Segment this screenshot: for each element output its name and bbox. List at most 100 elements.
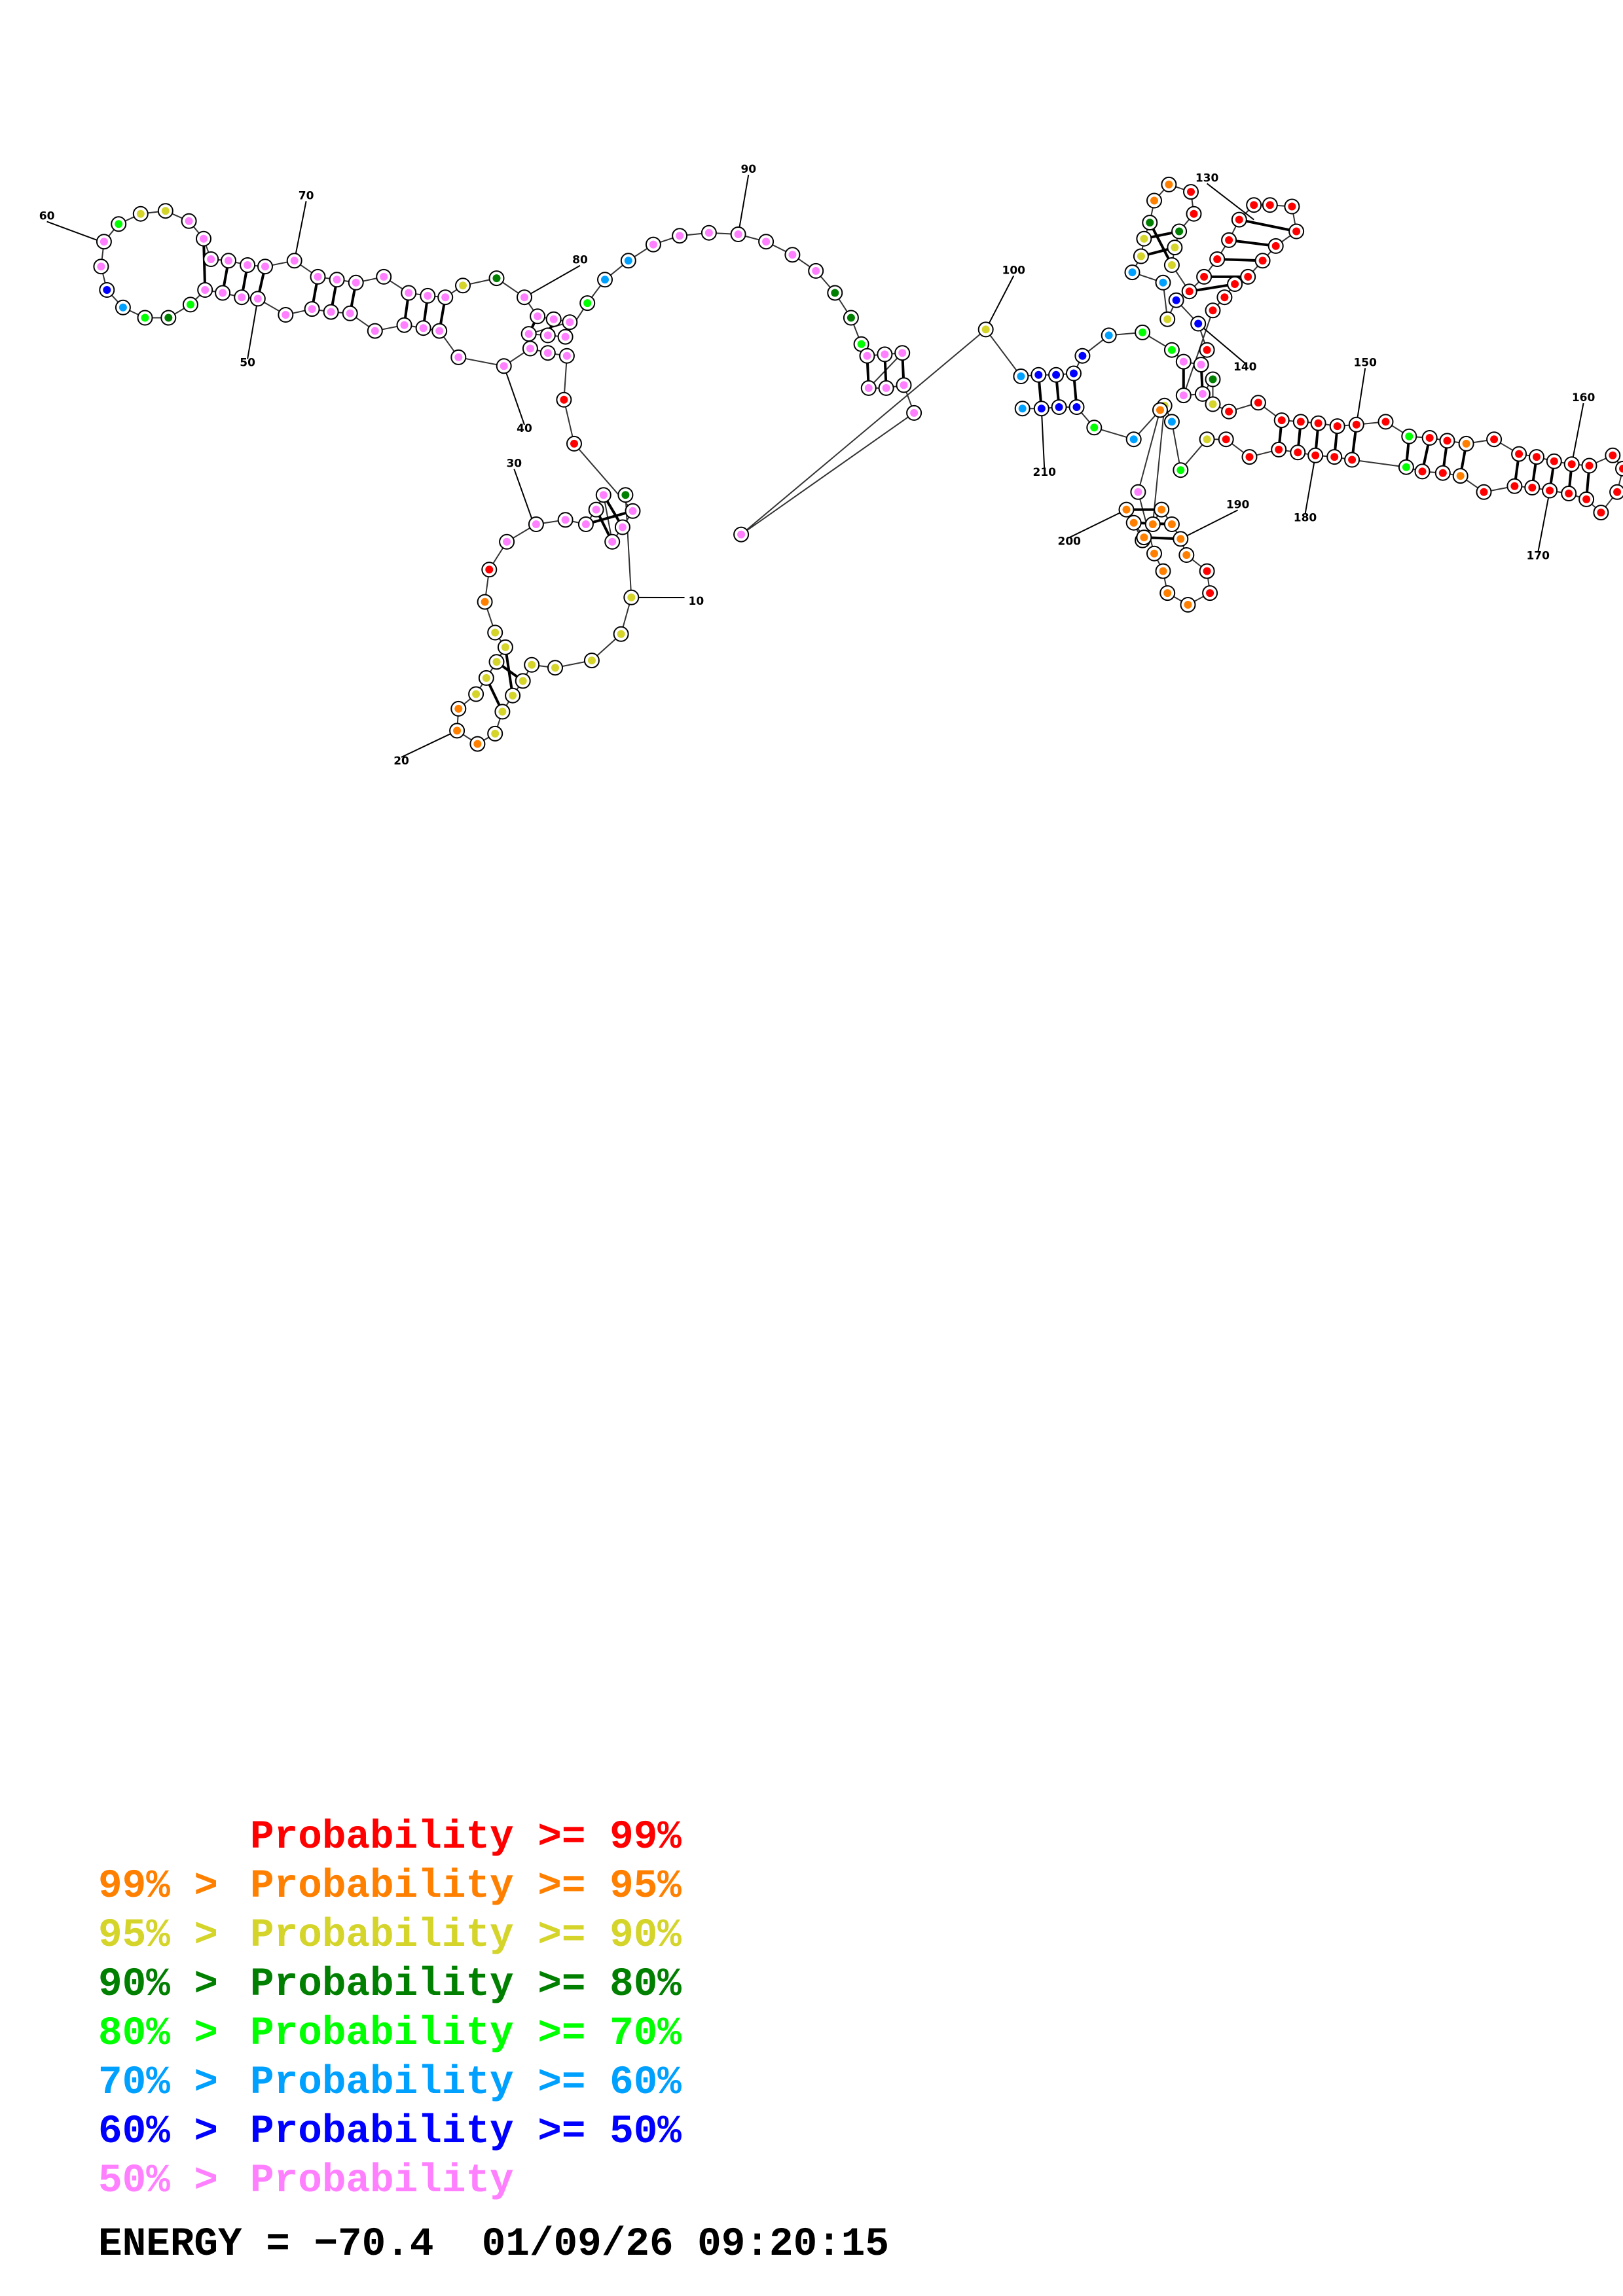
nt-plow	[898, 349, 907, 357]
label-leader-line	[1206, 183, 1254, 221]
nt-plow	[561, 516, 570, 524]
nt-plow	[599, 491, 608, 499]
nt-p99	[1546, 486, 1554, 495]
nt-p60	[1159, 278, 1167, 287]
position-label: 160	[1572, 391, 1596, 404]
legend-range-text: Probability >= 99%	[250, 1815, 682, 1860]
legend-range-low: 95% >	[98, 1913, 219, 1958]
nt-p95	[1163, 589, 1172, 598]
nt-p70	[115, 220, 123, 228]
position-label: 130	[1195, 171, 1219, 185]
nt-p99	[1348, 456, 1357, 464]
nt-p99	[1220, 293, 1229, 302]
nt-p95	[1184, 601, 1192, 609]
nt-plow	[380, 272, 388, 281]
nt-p80	[1146, 219, 1154, 227]
nt-p95	[454, 704, 463, 713]
nt-p99	[1213, 255, 1222, 263]
nt-plow	[549, 315, 558, 323]
nt-p99	[1619, 465, 1623, 473]
nt-p95	[1140, 533, 1148, 542]
label-leader-line	[247, 298, 259, 359]
nt-p99	[1200, 272, 1209, 281]
nt-p95	[1462, 439, 1470, 448]
nt-p60	[1104, 331, 1113, 340]
nt-plow	[333, 276, 341, 284]
base-pair-bond	[1239, 218, 1297, 233]
nt-p90	[1203, 435, 1211, 444]
nt-p99	[1185, 287, 1194, 296]
nt-p70	[857, 340, 866, 348]
legend-row: 99% > Probability >= 95%	[98, 1862, 682, 1911]
nt-plow	[608, 537, 617, 546]
base-pair-bond	[503, 647, 515, 696]
nt-plow	[1197, 361, 1205, 369]
nt-p50	[103, 286, 111, 294]
nt-plow	[734, 230, 742, 238]
nt-p50	[1037, 404, 1046, 413]
nt-p80	[847, 314, 855, 322]
nt-plow	[704, 228, 713, 237]
nt-p50	[1194, 319, 1203, 328]
nt-p99	[1490, 435, 1499, 444]
nt-p90	[1209, 400, 1217, 408]
nt-plow	[290, 257, 299, 265]
nt-p50	[1055, 403, 1063, 411]
position-label: 80	[572, 254, 588, 267]
nt-plow	[1134, 488, 1142, 496]
nt-p60	[1018, 404, 1027, 413]
nt-plow	[561, 332, 570, 341]
nt-p70	[1405, 432, 1413, 440]
nt-plow	[532, 520, 540, 528]
nt-plow	[314, 272, 322, 281]
nt-plow	[864, 384, 873, 392]
nt-plow	[520, 293, 528, 302]
position-label: 40	[517, 422, 532, 435]
nt-p99	[1209, 306, 1217, 315]
nt-p90	[491, 628, 500, 637]
nt-p99	[1275, 445, 1283, 454]
legend-row: 95% > Probability >= 90%	[98, 1911, 682, 1960]
position-label: 210	[1032, 466, 1056, 479]
nt-p99	[1533, 453, 1541, 461]
nt-plow	[424, 291, 432, 300]
nt-p99	[1443, 437, 1451, 445]
legend-range-low: 80% >	[98, 2011, 219, 2056]
nt-p99	[1271, 242, 1280, 250]
label-leader-line	[401, 730, 458, 758]
nt-p80	[831, 289, 839, 297]
nt-plow	[441, 293, 450, 302]
label-leader-line	[1180, 509, 1239, 540]
nt-p99	[570, 439, 578, 448]
nt-p70	[1090, 423, 1099, 432]
nt-p90	[1167, 261, 1176, 269]
nt-p99	[1528, 484, 1537, 492]
nt-p99	[1597, 509, 1605, 517]
legend-row: 80% > Probability >= 70%	[98, 2009, 682, 2058]
nt-p99	[1480, 488, 1488, 496]
nt-p99	[1235, 215, 1243, 224]
nt-plow	[207, 255, 215, 263]
nt-plow	[524, 330, 533, 338]
nt-p99	[1510, 482, 1519, 490]
nt-p90	[1163, 315, 1172, 323]
backbone	[100, 183, 1623, 745]
nt-p99	[1244, 272, 1252, 281]
legend-range-low: 60% >	[98, 2109, 219, 2155]
legend-range-low: 70% >	[98, 2060, 219, 2106]
label-leader-line	[1571, 403, 1584, 465]
nt-p99	[1609, 451, 1617, 459]
nt-p99	[1333, 422, 1341, 431]
nt-p90	[491, 729, 500, 738]
nt-plow	[882, 384, 890, 392]
position-label: 90	[740, 163, 756, 176]
legend-range-low: 90% >	[98, 1962, 219, 2007]
legend-row: Probability >= 99%	[98, 1813, 682, 1862]
nt-p99	[1190, 209, 1198, 218]
nt-plow	[900, 381, 908, 389]
nt-plow	[352, 278, 360, 287]
nt-p90	[136, 209, 145, 218]
nt-p95	[1150, 196, 1158, 205]
nt-plow	[261, 262, 269, 271]
